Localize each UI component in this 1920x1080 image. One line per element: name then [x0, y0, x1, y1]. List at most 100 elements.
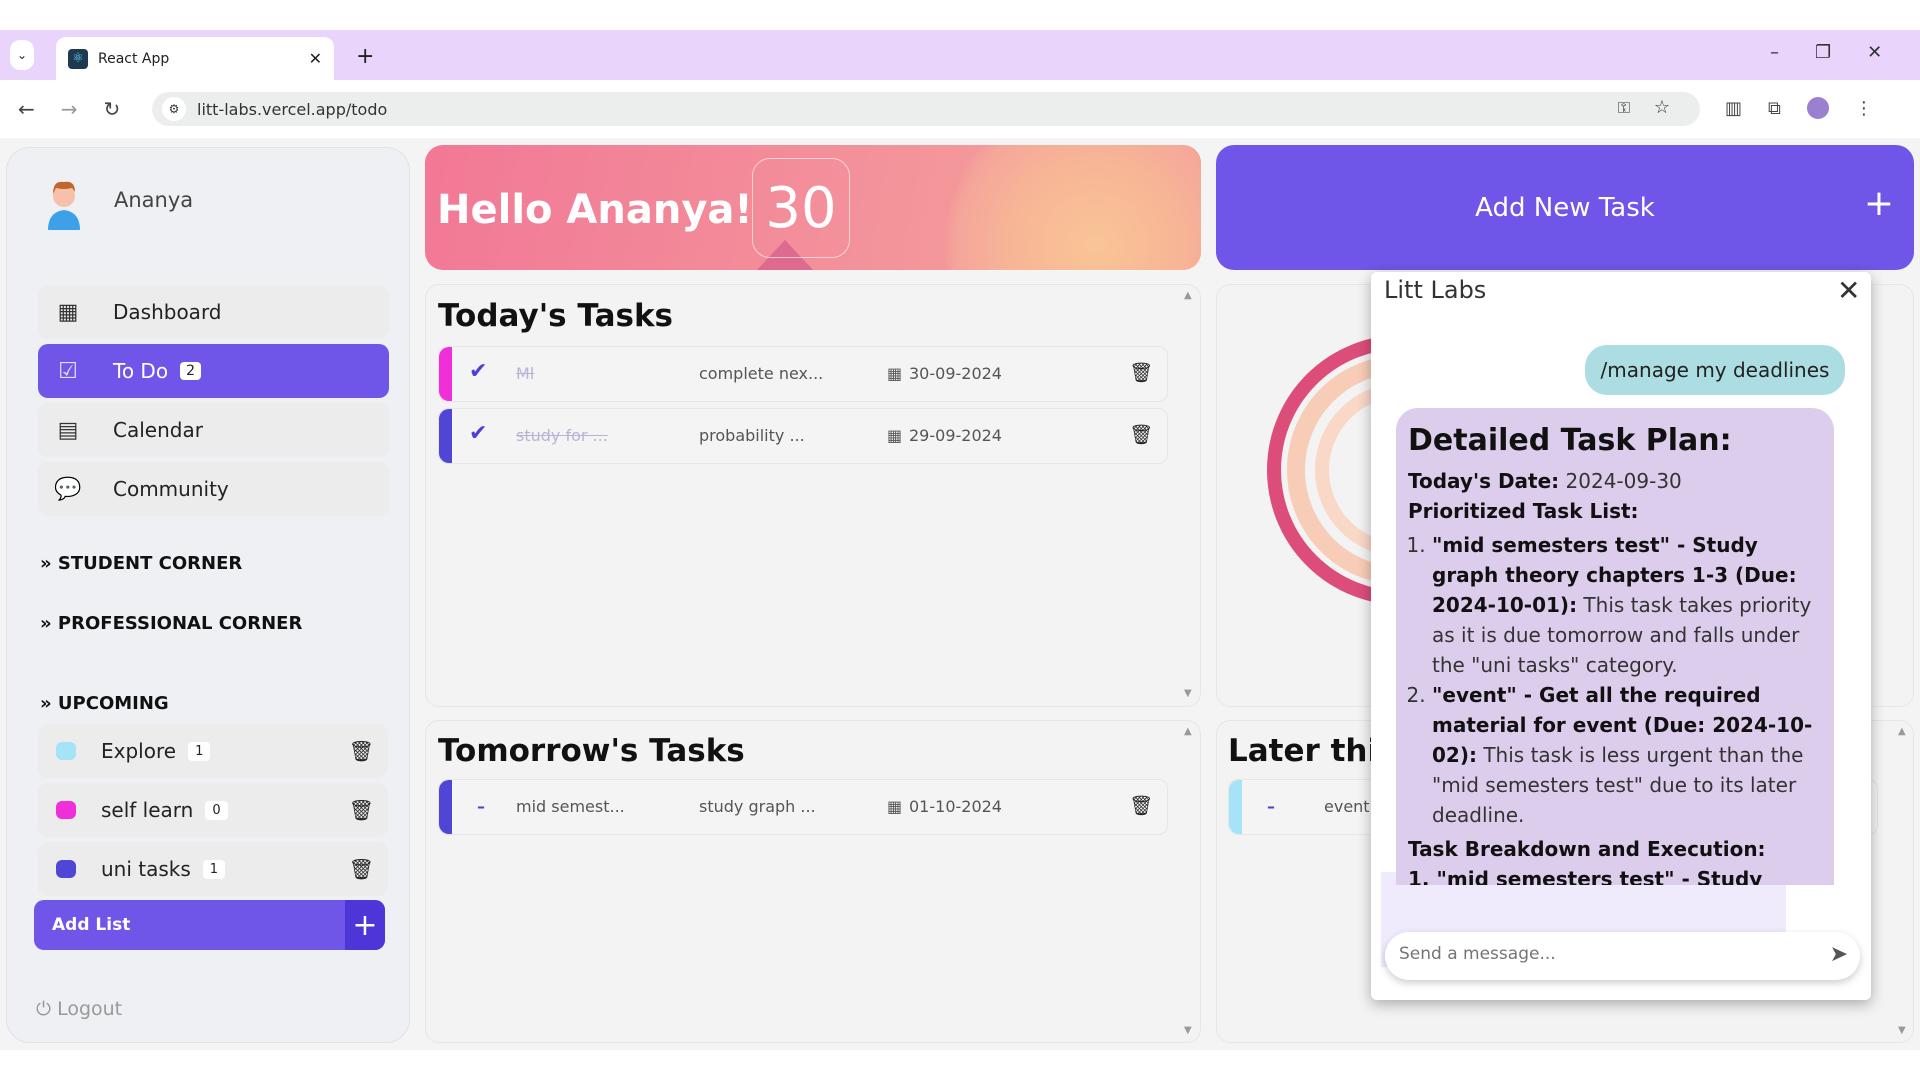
greeting-banner: Hello Ananya! 30	[425, 145, 1201, 270]
breakdown-label: Task Breakdown and Execution:	[1408, 837, 1766, 861]
date-value: 2024-09-30	[1565, 469, 1682, 493]
dashboard-icon: ▦	[57, 299, 79, 325]
plan-item: "mid semesters test" - Study graph theor…	[1432, 530, 1822, 680]
section-student-corner[interactable]: » STUDENT CORNER	[40, 553, 243, 574]
sidebar-item-todo[interactable]: ☑ To Do 2	[38, 344, 389, 398]
sidebar-item-calendar[interactable]: ▤ Calendar	[38, 403, 389, 457]
bot-message-bubble: Detailed Task Plan: Today's Date: 2024-0…	[1396, 408, 1834, 885]
restore-icon[interactable]: ❐	[1815, 42, 1832, 63]
minimize-icon[interactable]: –	[1770, 42, 1779, 63]
list-count: 1	[188, 741, 211, 761]
chat-bubble-icon: 💬	[54, 476, 82, 502]
tomorrows-tasks-panel	[425, 720, 1201, 1043]
chat-title: Litt Labs	[1384, 276, 1487, 304]
chat-popup: Litt Labs ✕ /manage my deadlines Detaile…	[1371, 272, 1871, 1000]
list-color-dot	[56, 742, 76, 760]
add-list-label: Add List	[52, 915, 131, 935]
avatar	[48, 181, 80, 230]
nav-label: Community	[113, 477, 229, 501]
unchecked-dash-icon[interactable]: –	[1267, 797, 1275, 816]
address-bar[interactable]: ⚙ litt-labs.vercel.app/todo ⚿ ☆	[152, 92, 1700, 126]
section-professional-corner[interactable]: » PROFESSIONAL CORNER	[40, 613, 303, 634]
reload-icon[interactable]: ↻	[103, 97, 121, 121]
menu-icon[interactable]: ⋮	[1854, 97, 1873, 119]
todays-tasks-title: Today's Tasks	[438, 298, 674, 334]
tab-search-chevron-icon[interactable]: ⌄	[10, 40, 34, 70]
calendar-icon: ▦	[887, 797, 903, 816]
checkmark-icon[interactable]: ✔	[469, 359, 488, 384]
list-item[interactable]: Explore 1 🗑	[38, 724, 388, 778]
double-chevron-icon: »	[40, 553, 52, 574]
reading-list-icon[interactable]: ▥	[1725, 97, 1743, 119]
task-desc: complete nex...	[699, 364, 824, 383]
trash-icon[interactable]: 🗑	[1129, 362, 1154, 384]
scroll-up-icon[interactable]: ▲	[1898, 726, 1906, 737]
trash-icon[interactable]: 🗑	[348, 739, 374, 763]
list-item[interactable]: uni tasks 1 🗑	[38, 842, 388, 896]
close-window-icon[interactable]: ✕	[1867, 42, 1883, 63]
sidebar-item-dashboard[interactable]: ▦ Dashboard	[38, 285, 389, 339]
scroll-up-icon[interactable]: ▲	[1184, 726, 1192, 737]
list-name: Explore	[101, 739, 177, 763]
list-count: 1	[202, 859, 226, 879]
todo-count-badge: 2	[180, 362, 201, 380]
user-name: Ananya	[114, 188, 194, 212]
scroll-down-icon[interactable]: ▼	[1184, 688, 1192, 699]
tab-title: React App	[98, 50, 170, 67]
clipboard-check-icon: ☑	[58, 358, 78, 384]
extensions-icon[interactable]: ⧉	[1768, 97, 1781, 119]
close-icon[interactable]: ✕	[1837, 274, 1861, 307]
send-icon[interactable]: ➤	[1829, 942, 1848, 967]
close-tab-icon[interactable]: ✕	[308, 49, 322, 68]
trash-icon[interactable]: 🗑	[1129, 795, 1154, 817]
scroll-down-icon[interactable]: ▼	[1898, 1025, 1906, 1036]
calendar-icon: ▤	[57, 417, 79, 443]
task-name: study for ...	[516, 426, 608, 445]
task-row[interactable]: ✔ study for ... probability ... ▦ 29-09-…	[438, 408, 1168, 464]
plus-icon: +	[1863, 183, 1894, 224]
task-desc: study graph ...	[699, 797, 816, 816]
checkmark-icon[interactable]: ✔	[469, 421, 488, 446]
new-tab-icon[interactable]: +	[356, 44, 375, 69]
list-name: self learn	[101, 798, 194, 822]
forward-icon[interactable]: →	[60, 97, 78, 121]
task-name: mid semest...	[516, 797, 625, 816]
calendar-icon: ▦	[887, 426, 903, 445]
trash-icon[interactable]: 🗑	[1129, 424, 1154, 446]
section-upcoming[interactable]: » UPCOMING	[40, 693, 169, 714]
greeting-text: Hello Ananya!	[437, 187, 753, 233]
nav-label: Calendar	[113, 418, 203, 442]
sidebar-item-community[interactable]: 💬 Community	[38, 462, 389, 516]
list-name: uni tasks	[101, 857, 191, 881]
task-row[interactable]: ✔ Ml complete nex... ▦ 30-09-2024 🗑	[438, 346, 1168, 402]
task-date: 01-10-2024	[909, 797, 1002, 816]
trash-icon[interactable]: 🗑	[348, 798, 374, 822]
scroll-down-icon[interactable]: ▼	[1184, 1025, 1192, 1036]
key-icon[interactable]: ⚿	[1617, 98, 1630, 117]
add-task-label: Add New Task	[1475, 192, 1655, 223]
task-name: event	[1324, 797, 1370, 816]
task-date: 30-09-2024	[909, 364, 1002, 383]
scroll-up-icon[interactable]: ▲	[1184, 290, 1192, 301]
star-icon[interactable]: ☆	[1653, 97, 1670, 118]
chat-input-wrapper: ➤	[1385, 932, 1860, 980]
list-count: 0	[205, 800, 228, 820]
back-icon[interactable]: ←	[18, 97, 35, 121]
calendar-icon: ▦	[887, 364, 903, 383]
breakdown-item: 1. "mid semesters test" - Study graph	[1408, 867, 1763, 885]
logout-button[interactable]: ⏻ Logout	[36, 998, 123, 1020]
trash-icon[interactable]: 🗑	[348, 857, 374, 881]
plus-icon: +	[345, 900, 385, 950]
profile-avatar[interactable]	[1806, 97, 1829, 119]
browser-tab[interactable]: ⚛ React App ✕	[56, 37, 334, 80]
chat-message-input[interactable]	[1399, 944, 1799, 964]
list-item[interactable]: self learn 0 🗑	[38, 783, 388, 837]
list-label: Prioritized Task List:	[1408, 499, 1639, 523]
task-row[interactable]: – mid semest... study graph ... ▦ 01-10-…	[438, 779, 1168, 835]
power-icon: ⏻	[36, 998, 52, 1020]
add-new-task-button[interactable]: Add New Task +	[1216, 145, 1914, 270]
reply-heading: Detailed Task Plan:	[1408, 423, 1732, 458]
unchecked-dash-icon[interactable]: –	[477, 797, 485, 816]
add-list-button[interactable]: Add List +	[34, 900, 385, 950]
site-info-icon[interactable]: ⚙	[162, 97, 186, 121]
